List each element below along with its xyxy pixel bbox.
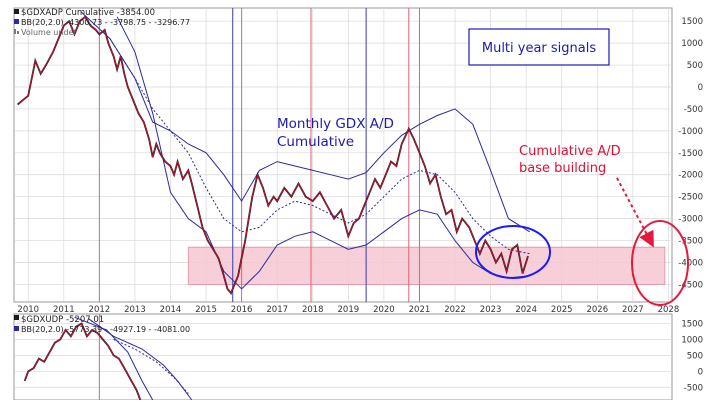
sub-panel-series xyxy=(23,316,193,401)
bollinger-lower-line xyxy=(74,316,154,401)
bollinger-mid-line xyxy=(113,339,189,394)
multi-year-signals-box xyxy=(468,28,610,66)
x-tick-label: 2012 xyxy=(89,305,111,315)
sub-panel-y-ticks: 1500 1000 500 0 -500 xyxy=(681,320,703,394)
x-tick-label: 2025 xyxy=(551,305,573,315)
y-tick-label: -500 xyxy=(684,383,703,393)
base-building-annotation-line2: base building xyxy=(519,161,606,176)
y-tick-label: -4000 xyxy=(678,259,703,269)
x-tick-label: 2020 xyxy=(373,305,395,315)
x-tick-label: 2018 xyxy=(302,305,324,315)
x-tick-label: 2028 xyxy=(658,305,680,315)
sub-legend-bb-label: BB(20,2.0) -5773.39 - -4927.19 - -4081.0… xyxy=(21,325,190,334)
y-tick-label: -1000 xyxy=(678,127,703,137)
target-circle xyxy=(631,220,689,306)
sub-legend-swatch-price xyxy=(14,315,19,320)
x-tick-label: 2017 xyxy=(266,305,288,315)
y-tick-label: -4500 xyxy=(678,280,703,290)
base-building-arrow xyxy=(616,177,654,248)
y-tick-label: 500 xyxy=(687,351,703,361)
price-line-highlight xyxy=(17,16,529,295)
y-tick-label: -500 xyxy=(684,105,703,115)
bollinger-upper-line xyxy=(81,12,530,233)
y-tick-label: 0 xyxy=(698,83,703,93)
legend-volume-label: Volume undef xyxy=(21,28,76,37)
x-tick-label: 2023 xyxy=(480,305,502,315)
base-zone-group xyxy=(187,246,666,285)
x-tick-label: 2016 xyxy=(231,305,253,315)
main-panel-series xyxy=(17,12,530,295)
y-tick-label: -2500 xyxy=(678,193,703,203)
x-tick-label: 2010 xyxy=(17,305,39,315)
gdx-ad-annotation-line2: Cumulative xyxy=(277,134,354,150)
sub-panel-frame xyxy=(13,313,673,401)
y-tick-label: 1500 xyxy=(681,320,703,330)
y-tick-label: -3000 xyxy=(678,215,703,225)
y-tick-label: 0 xyxy=(698,367,703,377)
y-tick-label: 1000 xyxy=(681,335,703,345)
gdx-ad-annotation-line1: Monthly GDX A/D xyxy=(277,116,394,132)
x-tick-label: 2027 xyxy=(622,305,644,315)
multi-year-signals-label: Multi year signals xyxy=(482,41,596,56)
sub-legend-price-label: $GDXUDP -5207.01 xyxy=(21,315,104,325)
y-tick-label: -3500 xyxy=(678,237,703,247)
legend-price-label: $GDXADP Cumulative -3854.00 xyxy=(21,8,155,18)
bollinger-mid-line xyxy=(109,38,530,255)
main-panel-x-ticks: 2010 2011 2012 2013 2014 2015 2016 2017 2018 2019… xyxy=(17,305,679,315)
y-tick-label: 500 xyxy=(687,61,703,71)
main-panel-y-ticks: 1500 1000 500 0 -500 -1000 -1500 -2000 -2500 -300… xyxy=(678,17,703,290)
current-base-circle xyxy=(475,225,551,279)
bollinger-lower-line xyxy=(116,16,530,290)
x-tick-label: 2019 xyxy=(338,305,360,315)
base-building-annotation-line1: Cumulative A/D xyxy=(519,144,621,159)
base-zone-rect xyxy=(187,246,666,285)
x-tick-label: 2024 xyxy=(515,305,537,315)
y-tick-label: 1000 xyxy=(681,39,703,49)
legend-swatch-price xyxy=(14,9,19,14)
x-tick-label: 2013 xyxy=(124,305,146,315)
y-tick-label: 1500 xyxy=(681,17,703,27)
sub-legend: $GDXUDP -5207.01 BB(20,2.0) -5773.39 - -… xyxy=(14,315,190,334)
legend-bb-label: BB(20,2.0) -4300.73 - -3798.75 - -3296.7… xyxy=(21,18,190,27)
legend-swatch-volume xyxy=(14,29,16,34)
main-legend: $GDXADP Cumulative -3854.00 BB(20,2.0) -… xyxy=(14,8,190,37)
y-tick-label: -2000 xyxy=(678,171,703,181)
legend-swatch-bb xyxy=(14,19,19,24)
x-tick-label: 2015 xyxy=(195,305,217,315)
x-tick-label: 2026 xyxy=(586,305,608,315)
x-tick-label: 2011 xyxy=(53,305,75,315)
x-tick-label: 2022 xyxy=(444,305,466,315)
sub-panel-grid xyxy=(14,323,672,388)
x-tick-label: 2014 xyxy=(160,305,182,315)
x-tick-label: 2021 xyxy=(409,305,431,315)
price-line-highlight xyxy=(24,322,141,401)
sub-legend-swatch-bb xyxy=(14,326,19,331)
y-tick-label: -1500 xyxy=(678,149,703,159)
